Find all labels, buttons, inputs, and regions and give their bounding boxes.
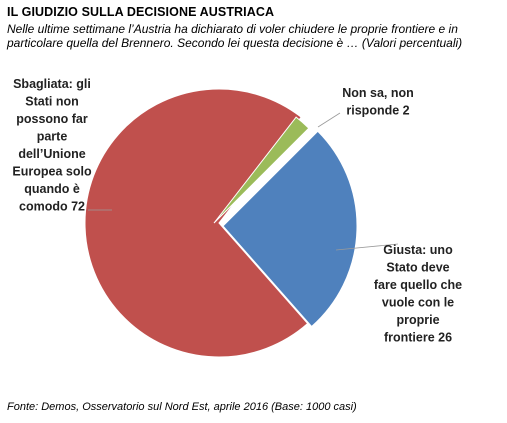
pie-slice-non-sa <box>213 116 310 224</box>
slice-label-line: dell’Unione <box>18 147 85 161</box>
slice-label-line: quando è <box>24 182 80 196</box>
slice-label-line: Stato deve <box>386 261 449 275</box>
slice-label-line: Europea solo <box>12 165 92 179</box>
slice-label-line: Sbagliata: gli <box>13 77 91 91</box>
slice-label-line: possono far <box>16 112 88 126</box>
slice-label-line: parte <box>37 130 68 144</box>
slice-label-line: Giusta: uno <box>383 243 453 257</box>
chart-subtitle: Nelle ultime settimane l’Austria ha dich… <box>7 22 463 50</box>
chart-title: IL GIUDIZIO SULLA DECISIONE AUSTRIACA <box>7 5 275 19</box>
pie-slice-sbagliata <box>84 88 309 358</box>
leader-line-giusta <box>335 243 399 251</box>
pie-slice-giusta <box>222 130 358 328</box>
slice-label-line: risponde 2 <box>346 104 409 118</box>
source-note: Fonte: Demos, Osservatorio sul Nord Est,… <box>7 401 357 413</box>
slice-label-line: vuole con le <box>382 296 454 310</box>
slice-label-line: frontiere 26 <box>384 331 452 345</box>
slice-label-line: proprie <box>396 313 439 327</box>
slice-label-line: Non sa, non <box>342 86 414 100</box>
slice-label-line: comodo 72 <box>19 200 85 214</box>
pie-slices <box>84 88 358 358</box>
leader-lines <box>88 112 399 251</box>
slice-label-line: fare quello che <box>374 278 462 292</box>
slice-label-sbagliata: Sbagliata: gli Stati non possono far parte d… <box>12 77 92 214</box>
slice-label-line: Stati non <box>25 95 78 109</box>
leader-line-non-sa <box>317 112 341 128</box>
slice-labels: Giusta: uno Stato deve fare quello che vuol… <box>12 77 462 345</box>
slice-label-giusta: Giusta: uno Stato deve fare quello che vuol… <box>374 243 462 345</box>
slice-label-non-sa: Non sa, non risponde 2 <box>342 86 414 118</box>
